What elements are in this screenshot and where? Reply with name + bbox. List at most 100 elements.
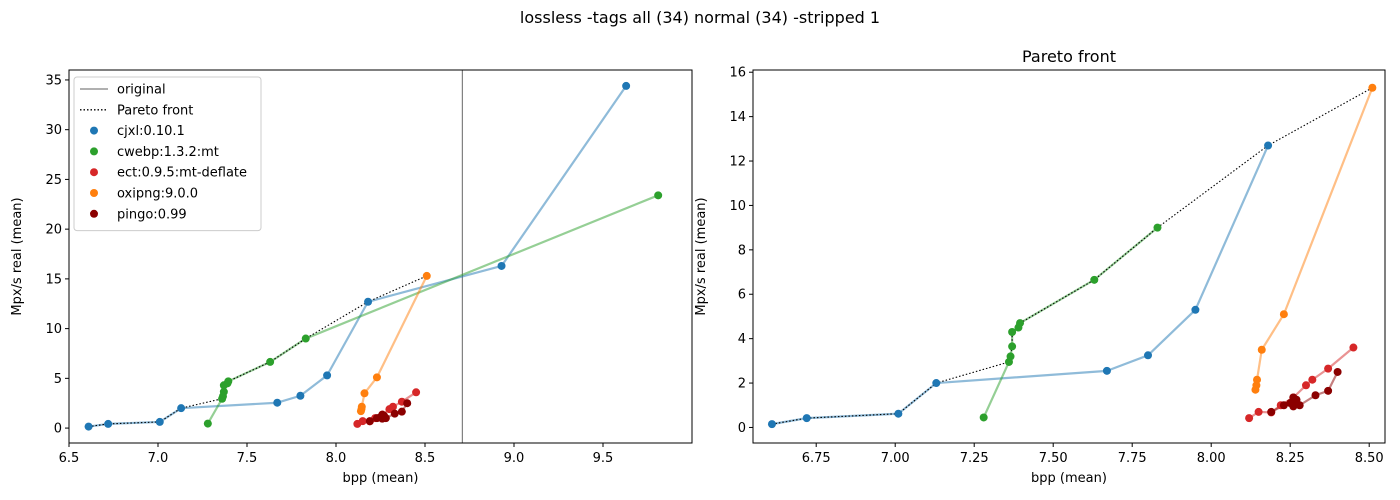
x-tick-label: 8.50 [1355, 451, 1384, 466]
y-tick-label: 14 [729, 110, 746, 125]
legend-label: Pareto front [117, 103, 193, 118]
data-point-oxipng [1368, 83, 1377, 92]
y-tick-label: 35 [45, 73, 62, 88]
y-tick-label: 10 [729, 199, 746, 214]
data-point-pingo [397, 407, 406, 416]
figure-title: lossless -tags all (34) normal (34) -str… [519, 8, 881, 27]
data-point-oxipng [1253, 375, 1262, 384]
data-point-cjxl [323, 371, 332, 380]
data-point-pingo [1289, 393, 1298, 402]
x-tick-label: 8.25 [1276, 451, 1305, 466]
axes-frame [68, 69, 693, 444]
y-tick-label: 15 [45, 272, 62, 287]
data-point-oxipng [357, 402, 366, 411]
axes-frame [752, 69, 1386, 444]
plot-title: Pareto front [1022, 47, 1116, 66]
data-point-ect [388, 402, 397, 411]
y-tick-label: 0 [54, 422, 62, 437]
data-point-ect [412, 388, 421, 397]
data-point-cjxl [767, 420, 776, 429]
data-point-cjxl [104, 419, 113, 428]
y-tick-label: 30 [45, 123, 62, 138]
data-point-pingo [365, 417, 374, 426]
x-tick-label: 7.0 [148, 451, 169, 466]
series-line-cwebp [206, 194, 659, 425]
x-tick-label: 6.5 [59, 451, 80, 466]
y-tick-label: 12 [729, 155, 746, 170]
data-point-cjxl [84, 422, 93, 431]
legend-label: ect:0.9.5:mt-deflate [117, 166, 247, 181]
plot-1: 6.5 7.0 7.5 8.0 8.5 9.0 9.5 0 5 10 15 20 25 30 35 bpp (… [10, 69, 693, 486]
data-point-cwebp [1016, 319, 1025, 328]
plot-2: 6.75 7.00 7.25 7.50 7.75 8.00 8.25 8.50 0 2 4 6 8 10 1… [694, 47, 1386, 486]
data-point-pingo [1279, 401, 1288, 410]
x-tick-label: 9.0 [504, 451, 525, 466]
data-point-cwebp [203, 419, 212, 428]
data-point-cjxl [1191, 305, 1200, 314]
data-point-cjxl [932, 379, 941, 388]
x-tick-label: 8.0 [326, 451, 347, 466]
data-point-cjxl [1102, 366, 1111, 375]
legend-marker-cwebp [90, 147, 98, 156]
data-point-oxipng [422, 271, 431, 280]
data-point-pingo [381, 414, 390, 423]
data-point-cwebp [301, 334, 310, 343]
data-point-cjxl [1264, 141, 1273, 150]
legend-marker-ect [90, 168, 98, 177]
x-axis-label: bpp (mean) [1031, 471, 1107, 486]
data-point-ect [1302, 381, 1310, 390]
y-tick-label: 25 [45, 173, 62, 188]
pareto-front-line [771, 87, 1373, 425]
data-point-cjxl [296, 391, 305, 400]
data-point-cjxl [273, 398, 282, 407]
y-tick-label: 16 [729, 66, 746, 81]
data-point-ect [1349, 343, 1358, 352]
data-point-cwebp [219, 387, 228, 396]
data-point-cwebp [1090, 275, 1099, 284]
data-point-pingo [1324, 386, 1333, 395]
x-tick-label: 7.25 [960, 451, 989, 466]
data-point-pingo [1311, 391, 1320, 400]
data-point-cwebp [266, 357, 275, 366]
data-point-cjxl [802, 414, 811, 423]
data-point-pingo [1267, 407, 1276, 416]
y-tick-label: 0 [738, 421, 746, 436]
data-point-pingo [390, 409, 399, 418]
x-axis-label: bpp (mean) [343, 471, 419, 486]
x-tick-label: 8.00 [1197, 451, 1226, 466]
data-point-oxipng [1279, 310, 1288, 319]
x-tick-label: 7.75 [1118, 451, 1147, 466]
data-point-cwebp [1153, 223, 1162, 232]
data-point-cjxl [364, 297, 373, 306]
x-tick-label: 8.5 [415, 451, 436, 466]
data-point-ect [1254, 407, 1263, 416]
y-axis-label: Mpx/s real (mean) [10, 197, 25, 315]
data-point-cwebp [1006, 352, 1015, 361]
legend-label: pingo:0.99 [117, 207, 187, 222]
data-point-cwebp [1008, 342, 1017, 351]
series-line-cwebp [982, 226, 1159, 418]
data-point-oxipng [360, 389, 369, 398]
data-point-pingo [1289, 402, 1298, 411]
x-tick-label: 7.50 [1039, 451, 1068, 466]
data-point-cjxl [1144, 351, 1152, 360]
x-tick-label: 6.75 [802, 451, 831, 466]
y-axis-label: Mpx/s real (mean) [694, 197, 709, 315]
data-point-cjxl [894, 409, 903, 418]
x-tick-label: 7.5 [237, 451, 258, 466]
data-point-cjxl [155, 417, 164, 426]
data-point-cjxl [497, 261, 506, 270]
data-point-oxipng [372, 373, 381, 382]
y-tick-label: 2 [738, 377, 746, 392]
data-point-ect [1245, 414, 1254, 423]
y-tick-label: 8 [738, 243, 746, 258]
legend: original Pareto front cjxl:0.10.1 cwebp:1.3… [73, 76, 262, 232]
data-point-oxipng [1257, 345, 1266, 354]
legend-label: cjxl:0.10.1 [117, 124, 185, 139]
y-tick-label: 10 [45, 322, 62, 337]
y-tick-label: 4 [738, 332, 746, 347]
plot-content [767, 83, 1377, 429]
y-tick-label: 20 [45, 223, 62, 238]
data-point-ect [1308, 375, 1317, 384]
